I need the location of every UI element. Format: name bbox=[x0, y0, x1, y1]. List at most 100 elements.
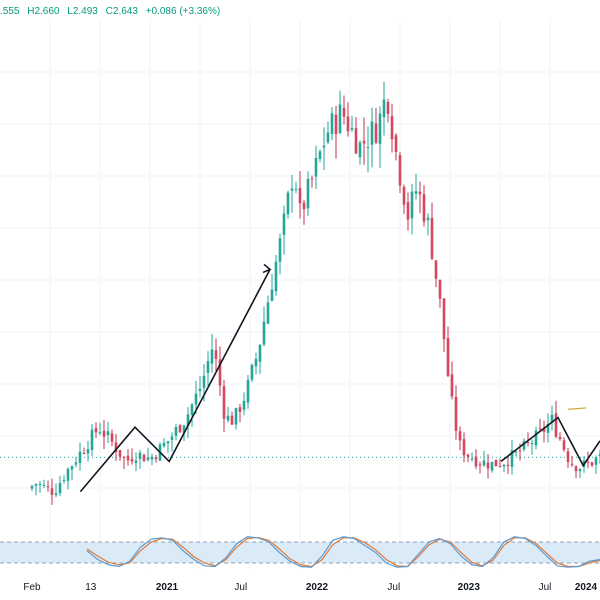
x-tick-label: Jul bbox=[234, 582, 247, 593]
candle bbox=[154, 454, 158, 463]
x-tick-label: 2022 bbox=[306, 582, 329, 593]
x-tick-label: Jul bbox=[387, 582, 400, 593]
candles bbox=[30, 81, 600, 505]
candle bbox=[94, 422, 98, 438]
candle bbox=[166, 441, 170, 453]
trendline[interactable] bbox=[79, 269, 271, 493]
candle bbox=[394, 133, 398, 161]
candle bbox=[486, 453, 490, 479]
candle bbox=[350, 115, 354, 133]
candle bbox=[82, 447, 86, 455]
candle bbox=[206, 351, 210, 386]
candle bbox=[262, 306, 266, 347]
candle bbox=[418, 181, 422, 214]
candle bbox=[290, 175, 294, 213]
arrow-head-icon bbox=[262, 263, 272, 274]
candle bbox=[186, 407, 190, 439]
stoch-band bbox=[0, 542, 600, 563]
x-tick-label: Feb bbox=[23, 582, 41, 593]
candle bbox=[54, 483, 58, 498]
candle bbox=[138, 449, 142, 469]
candle bbox=[578, 468, 582, 478]
close-value: C2.643 bbox=[105, 6, 138, 17]
price-marker bbox=[567, 407, 587, 410]
x-tick-label: 2021 bbox=[156, 582, 179, 593]
candle bbox=[226, 406, 230, 423]
candle bbox=[74, 457, 78, 468]
candle bbox=[254, 352, 258, 375]
candle bbox=[422, 185, 426, 227]
candle bbox=[594, 455, 598, 474]
candle bbox=[246, 374, 250, 409]
candle bbox=[526, 432, 530, 447]
candle bbox=[442, 298, 446, 353]
trendlines[interactable] bbox=[79, 263, 600, 493]
candle bbox=[510, 439, 514, 475]
candle bbox=[174, 423, 178, 441]
candle bbox=[514, 450, 518, 457]
candle bbox=[214, 338, 218, 372]
open-value: .555 bbox=[0, 6, 20, 17]
candle bbox=[66, 467, 70, 490]
candle bbox=[194, 380, 198, 415]
candle bbox=[482, 450, 486, 467]
candle bbox=[410, 183, 414, 235]
candle bbox=[574, 465, 578, 478]
candle bbox=[250, 363, 254, 383]
candle bbox=[494, 459, 498, 467]
trendline[interactable] bbox=[500, 416, 600, 468]
candle bbox=[50, 478, 54, 505]
candle bbox=[34, 483, 38, 496]
candle bbox=[558, 432, 562, 441]
candle bbox=[62, 475, 66, 484]
candle bbox=[570, 455, 574, 467]
stochastic-panel bbox=[0, 536, 600, 568]
candle bbox=[566, 448, 570, 468]
candle bbox=[106, 421, 110, 444]
candle bbox=[326, 121, 330, 145]
x-tick-label: 2024 bbox=[575, 582, 598, 593]
candle bbox=[586, 451, 590, 469]
candle bbox=[466, 453, 470, 463]
x-tick-label: 13 bbox=[85, 582, 97, 593]
candle bbox=[210, 333, 214, 373]
candle bbox=[102, 419, 106, 449]
candle bbox=[386, 98, 390, 123]
candle bbox=[446, 326, 450, 378]
candle bbox=[274, 254, 278, 296]
candle bbox=[90, 424, 94, 457]
candle bbox=[38, 481, 42, 493]
candle bbox=[470, 452, 474, 462]
candle bbox=[562, 437, 566, 452]
candle bbox=[278, 233, 282, 275]
candle bbox=[42, 479, 46, 489]
candle bbox=[282, 205, 286, 255]
candle bbox=[598, 450, 600, 464]
high-value: H2.660 bbox=[27, 6, 60, 17]
candle bbox=[542, 420, 546, 443]
candle bbox=[170, 432, 174, 452]
candle bbox=[306, 171, 310, 216]
candle bbox=[426, 213, 430, 236]
candle bbox=[450, 361, 454, 400]
candle bbox=[362, 117, 366, 165]
candle bbox=[534, 426, 538, 450]
candle bbox=[506, 456, 510, 475]
candle bbox=[122, 455, 126, 469]
candle bbox=[162, 438, 166, 448]
candle bbox=[118, 449, 122, 461]
low-value: L2.493 bbox=[67, 6, 98, 17]
candle bbox=[234, 407, 238, 430]
candle bbox=[490, 461, 494, 473]
candle bbox=[358, 140, 362, 165]
candle bbox=[354, 116, 358, 154]
candle bbox=[130, 448, 134, 465]
candle bbox=[414, 173, 418, 200]
grid bbox=[0, 20, 600, 570]
candle bbox=[370, 107, 374, 168]
candle bbox=[190, 402, 194, 428]
candle bbox=[334, 105, 338, 159]
stoch-k-line bbox=[86, 536, 600, 568]
candle bbox=[546, 413, 550, 443]
